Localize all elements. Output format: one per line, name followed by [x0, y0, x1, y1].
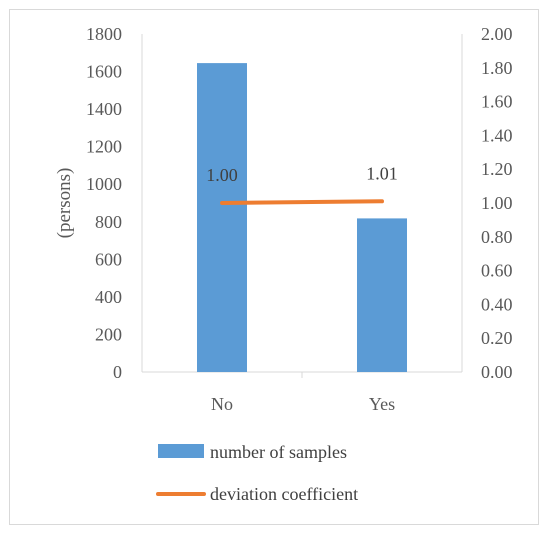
bar: [197, 63, 247, 372]
y2-tick-label: 2.00: [481, 24, 513, 44]
y2-tick-label: 0.40: [481, 294, 513, 314]
y-tick-label: 1800: [86, 24, 122, 44]
y-tick-label: 1400: [86, 99, 122, 119]
y-tick-label: 1600: [86, 62, 122, 82]
x-tick-label: No: [211, 394, 233, 414]
y-axis-title: (persons): [54, 168, 75, 239]
y2-tick-label: 1.80: [481, 58, 513, 78]
y-tick-label: 1000: [86, 174, 122, 194]
y2-tick-label: 1.00: [481, 193, 513, 213]
y-tick-label: 200: [95, 324, 122, 344]
x-tick-label: Yes: [369, 394, 395, 414]
y-tick-label: 0: [113, 362, 122, 382]
y2-tick-label: 1.40: [481, 125, 513, 145]
y2-tick-label: 1.20: [481, 159, 513, 179]
y2-tick-label: 0.20: [481, 328, 513, 348]
y2-tick-label: 0.60: [481, 261, 513, 281]
chart-frame: [9, 9, 539, 525]
legend-swatch-bar: [158, 444, 204, 458]
y-tick-label: 600: [95, 249, 122, 269]
y2-axis-ticks: 0.00 0.20 0.40 0.60 0.80 1.00 1.20 1.40 1.60 1.80…: [481, 24, 513, 382]
legend: number of samples deviation coefficient: [156, 442, 358, 504]
bar: [357, 218, 407, 372]
bar-series: [197, 63, 407, 372]
line-data-label: 1.01: [366, 163, 398, 183]
y2-tick-label: 0.00: [481, 362, 513, 382]
y-tick-label: 400: [95, 287, 122, 307]
line-data-labels: 1.00 1.01: [206, 163, 398, 185]
y-tick-label: 800: [95, 212, 122, 232]
line-path: [220, 199, 384, 205]
line-data-label: 1.00: [206, 165, 238, 185]
x-axis-categories: No Yes: [211, 394, 395, 414]
y-axis-ticks: 0 200 400 600 800 1000 1200 1400 1600 1800: [86, 24, 122, 382]
y2-tick-label: 0.80: [481, 227, 513, 247]
legend-label-line: deviation coefficient: [210, 484, 358, 504]
y2-tick-label: 1.60: [481, 92, 513, 112]
line-series: [220, 199, 384, 205]
y-tick-label: 1200: [86, 137, 122, 157]
legend-label-bar: number of samples: [210, 442, 347, 462]
